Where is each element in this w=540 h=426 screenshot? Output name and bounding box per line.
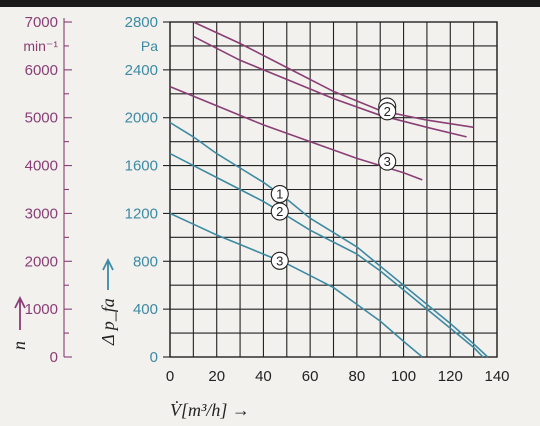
pressure-curve-badge-3: 3 — [270, 251, 289, 270]
flow-tick-label: 80 — [349, 368, 366, 385]
badge-number: 2 — [384, 104, 391, 119]
speed-tick-label: 1000 — [25, 301, 58, 318]
flow-tick-label: 40 — [255, 368, 272, 385]
badge-circle — [270, 251, 289, 270]
badge-number: 2 — [276, 204, 283, 219]
speed-tick-label: 0 — [50, 349, 58, 366]
pressure-curve-2 — [169, 152, 484, 358]
flow-tick-label: 100 — [391, 368, 416, 385]
speed-axis-ticks: 0 1000 2000 3000 4000 5000 6000 7000 min⁻¹ — [23, 14, 72, 366]
speed-curve-2 — [193, 35, 467, 138]
speed-axis-unit: min⁻¹ — [23, 38, 58, 54]
speed-curve-1 — [193, 21, 474, 129]
pressure-tick-label: 0 — [150, 349, 158, 366]
speed-tick-label: 7000 — [25, 14, 58, 31]
pressure-tick-label: 2400 — [125, 62, 158, 79]
speed-tick-label: 5000 — [25, 110, 58, 127]
pressure-axis-arrow — [102, 257, 114, 290]
pressure-axis-unit: Pa — [141, 38, 158, 54]
speed-tick-label: 3000 — [25, 205, 58, 222]
pressure-tick-label: 2000 — [125, 110, 158, 127]
pressure-tick-label: 1200 — [125, 205, 158, 222]
pressure-tick-label: 400 — [133, 301, 158, 318]
speed-tick-label: 2000 — [25, 253, 58, 270]
flow-axis-label: V̇[m³/h] → — [170, 399, 250, 420]
badge-number: 3 — [276, 253, 283, 268]
pressure-tick-label: 1600 — [125, 158, 158, 175]
plot-frame — [169, 21, 498, 358]
speed-tick-label: 4000 — [25, 158, 58, 175]
pressure-tick-label: 800 — [133, 253, 158, 270]
pressure-curve-1 — [169, 121, 489, 358]
speed-tick-label: 6000 — [25, 62, 58, 79]
speed-axis-arrow — [14, 295, 26, 330]
badge-number: 1 — [276, 187, 283, 202]
curve-badges: 123123 — [270, 97, 397, 270]
top-edge — [0, 0, 540, 7]
badge-circle — [378, 102, 397, 121]
pressure-curve-badge-1: 1 — [270, 184, 289, 204]
pressure-curve-3 — [169, 212, 423, 358]
speed-curve-badge-2: 2 — [378, 102, 397, 121]
badge-circle — [378, 152, 397, 171]
chart-curves — [169, 21, 489, 358]
badge-circle — [270, 202, 289, 221]
axis-labels: V̇[m³/h] → n Δ p_fa — [9, 257, 250, 420]
speed-curve-badge-3: 3 — [378, 152, 397, 171]
chart-grid — [169, 21, 498, 358]
pressure-curve-badge-2: 2 — [270, 202, 289, 221]
flow-tick-label: 20 — [208, 368, 225, 385]
flow-axis-ticks: 0 20 40 60 80 100 120 140 — [166, 368, 510, 385]
badge-number: 3 — [384, 154, 391, 169]
speed-curve-3 — [169, 85, 423, 181]
flow-tick-label: 140 — [484, 368, 509, 385]
pressure-tick-label: 2800 — [125, 14, 158, 31]
pressure-axis-label: Δ p_fa — [98, 298, 118, 346]
speed-axis-label: n — [9, 341, 29, 350]
flow-tick-label: 60 — [302, 368, 319, 385]
pressure-axis-ticks: 0 400 800 1200 1600 2000 2400 2800 Pa — [125, 14, 170, 366]
flow-tick-label: 0 — [166, 368, 174, 385]
flow-tick-label: 120 — [438, 368, 463, 385]
